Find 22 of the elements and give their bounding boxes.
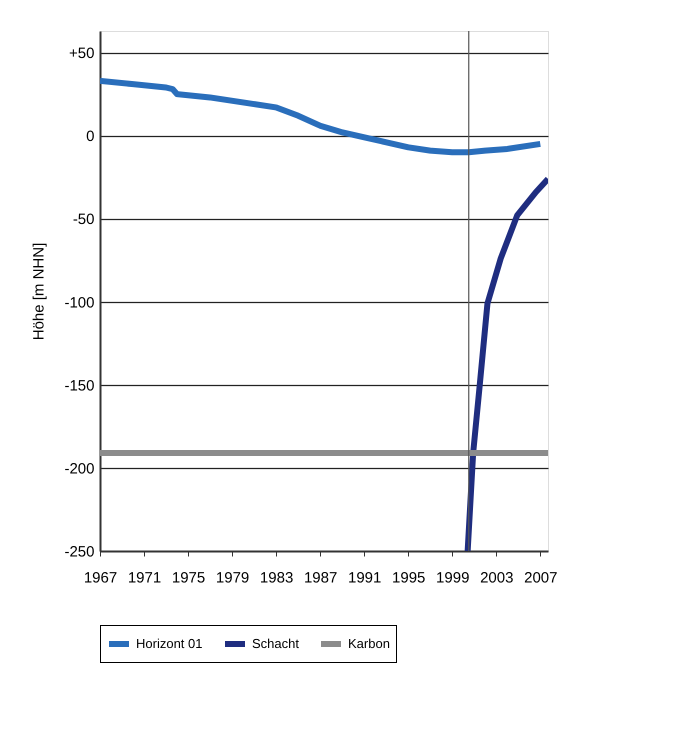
x-tick-label: 1979 bbox=[216, 570, 250, 586]
y-tick-label: -150 bbox=[64, 377, 94, 394]
legend-label: Karbon bbox=[348, 636, 390, 651]
y-tick-label: -100 bbox=[64, 294, 94, 312]
legend-label: Schacht bbox=[252, 636, 300, 651]
x-tick-label: 1983 bbox=[260, 570, 294, 586]
y-tick-label: -50 bbox=[72, 211, 94, 228]
x-tick-label: 1995 bbox=[392, 570, 426, 586]
y-tick-label: -200 bbox=[64, 460, 94, 478]
x-tick-label: 2003 bbox=[480, 570, 514, 586]
x-tick-label: 1999 bbox=[436, 570, 470, 586]
x-tick-label: 2007 bbox=[524, 570, 558, 586]
y-axis-title: Höhe [m NHN] bbox=[30, 242, 48, 340]
y-tick-label: -250 bbox=[64, 544, 94, 560]
x-tick-label: 1975 bbox=[172, 570, 206, 586]
x-tick-label: 1967 bbox=[84, 570, 118, 586]
x-tick-label: 1971 bbox=[128, 570, 162, 586]
legend-label: Horizont 01 bbox=[136, 636, 202, 651]
y-tick-label: 0 bbox=[86, 128, 94, 146]
x-tick-label: 1991 bbox=[348, 570, 382, 586]
y-tick-label: +50 bbox=[69, 45, 94, 62]
x-tick-label: 1987 bbox=[304, 570, 338, 586]
